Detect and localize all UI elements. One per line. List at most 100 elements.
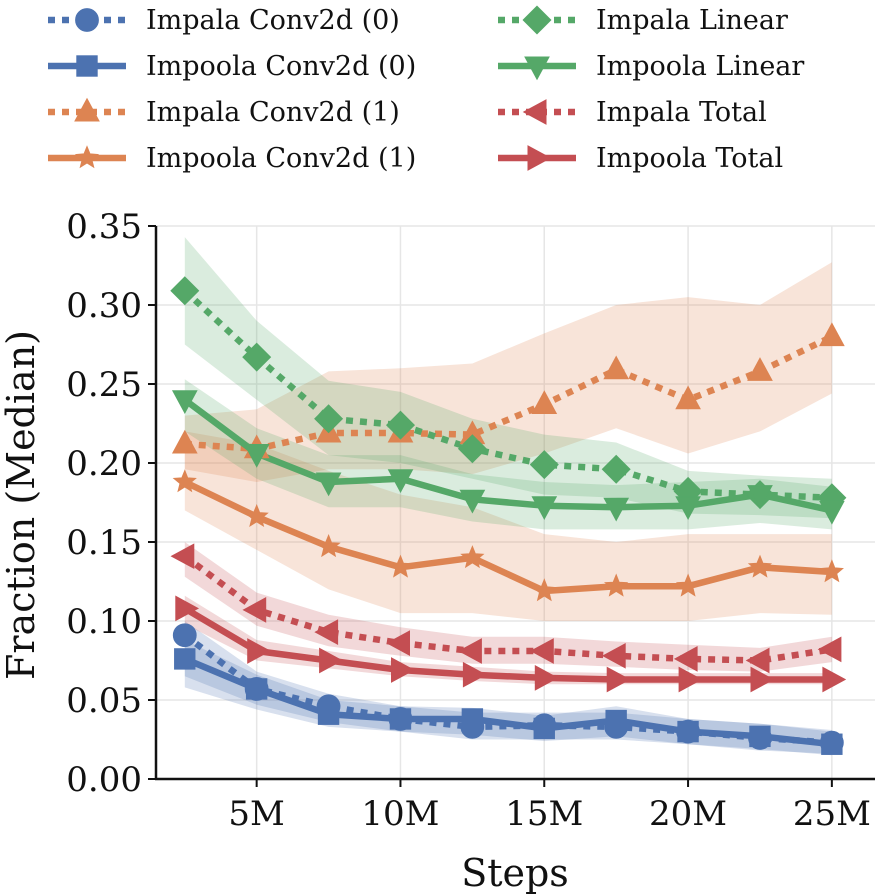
data-point [385, 410, 416, 440]
data-point [530, 638, 554, 664]
x-tick-label: 20M [649, 794, 727, 834]
x-tick-label: 25M [793, 794, 871, 834]
data-point [462, 661, 487, 688]
confidence-band-6 [184, 542, 832, 672]
y-tick-label: 0.35 [66, 207, 142, 247]
y-tick-label: 0.15 [66, 523, 142, 563]
data-point [247, 638, 271, 664]
series-markers [170, 276, 847, 755]
data-point [457, 434, 487, 464]
data-point [678, 666, 703, 693]
legend-label-1: Impoola Conv2d (0) [146, 51, 416, 82]
data-point [675, 496, 701, 520]
data-point [675, 573, 701, 597]
data-point [603, 497, 630, 522]
data-point [170, 543, 195, 570]
legend-label-4: Impala Linear [596, 5, 788, 36]
legend-label-3: Impoola Conv2d (1) [146, 143, 416, 174]
data-point [244, 503, 269, 527]
data-point [606, 666, 631, 693]
data-point [172, 469, 197, 493]
y-tick-label: 0.25 [66, 365, 142, 405]
legend-marker-2 [74, 97, 100, 122]
series-line-7 [183, 605, 832, 683]
data-point [315, 472, 342, 497]
legend-marker-3 [74, 145, 100, 169]
legend-label-6: Impala Total [596, 97, 767, 128]
data-point [171, 429, 198, 454]
data-point [242, 342, 272, 372]
legend: Impala Conv2d (0) Impoola Conv2d (0) Impal… [48, 5, 804, 174]
data-point [171, 390, 198, 415]
data-point [460, 545, 485, 569]
data-point [677, 720, 699, 743]
data-point [822, 666, 847, 693]
data-point [386, 630, 410, 656]
data-point [172, 623, 197, 648]
data-point [461, 708, 484, 730]
legend-marker-4 [522, 5, 552, 35]
x-axis-title: Steps [461, 851, 569, 895]
y-tick-label: 0.05 [66, 681, 142, 721]
y-tick-label: 0.30 [66, 286, 142, 326]
y-tick-label: 0.10 [66, 602, 142, 642]
data-point [601, 642, 626, 669]
series-line-1 [183, 655, 833, 748]
data-point [314, 404, 344, 434]
series-line-3 [183, 479, 833, 595]
series-line-4 [182, 288, 833, 502]
legend-marker-6 [522, 99, 547, 125]
data-point [747, 357, 773, 381]
data-point [459, 489, 486, 514]
data-point [534, 665, 559, 691]
confidence-band-2 [184, 262, 832, 482]
data-point [604, 573, 629, 597]
legend-label-5: Impoola Linear [596, 51, 804, 82]
y-axis-title: Fraction (Median) [0, 330, 43, 680]
data-point [819, 500, 845, 525]
x-tick-label: 5M [228, 794, 284, 834]
data-point [170, 276, 200, 306]
data-point [242, 597, 267, 623]
data-point [533, 717, 555, 740]
data-point [747, 485, 773, 509]
data-point [175, 595, 200, 622]
data-point [817, 636, 842, 663]
x-tick-label: 15M [505, 794, 583, 834]
data-point [387, 469, 414, 494]
legend-label-7: Impoola Total [596, 143, 783, 174]
confidence-band-0 [184, 621, 832, 754]
series-line-5 [182, 397, 833, 514]
data-point [675, 385, 701, 410]
legend-label-2: Impala Conv2d (1) [146, 97, 400, 128]
y-tick-label: 0.20 [66, 444, 142, 484]
data-point [314, 619, 339, 645]
legend-marker-5 [524, 56, 550, 81]
data-point [316, 533, 341, 558]
data-point [749, 725, 771, 748]
legend-marker-1 [76, 55, 98, 77]
data-point [245, 678, 268, 700]
data-point [388, 554, 413, 578]
legend-marker-0 [75, 8, 99, 32]
data-point [601, 454, 631, 484]
data-point [531, 496, 558, 520]
data-point [819, 559, 844, 583]
series-lines [182, 288, 834, 748]
data-point [605, 709, 627, 732]
data-point [243, 444, 270, 468]
data-point [673, 646, 698, 672]
confidence-band-5 [184, 379, 832, 530]
data-point [529, 450, 559, 480]
data-point [819, 322, 845, 347]
data-point [391, 657, 415, 683]
y-tick-label: 0.00 [66, 760, 142, 800]
data-point [458, 638, 482, 664]
data-point [532, 578, 557, 602]
data-point [747, 554, 773, 578]
data-point [174, 648, 196, 670]
series-line-6 [182, 553, 833, 664]
legend-marker-7 [527, 145, 552, 171]
confidence-band-4 [184, 237, 832, 519]
